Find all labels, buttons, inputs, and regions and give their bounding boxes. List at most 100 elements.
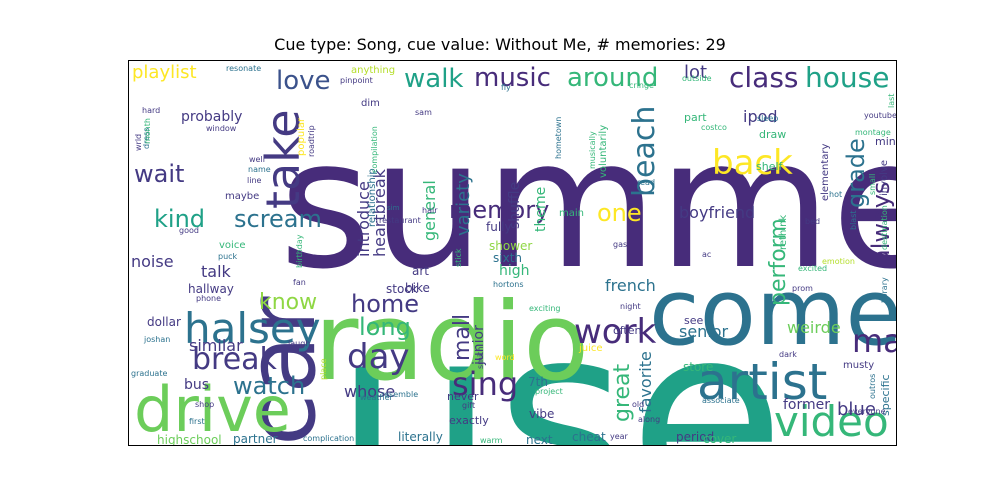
word-come: come: [649, 259, 896, 366]
word-word: word: [495, 353, 515, 362]
word-bike: bike: [405, 281, 430, 295]
word-work: work: [574, 312, 657, 352]
word-associate: associate: [702, 396, 740, 405]
word-sim: sim: [387, 204, 400, 212]
word-drive: drive: [134, 373, 291, 445]
word-youtube: youtube: [864, 111, 896, 120]
word-well: well: [249, 155, 265, 164]
word-hometown: hometown: [554, 117, 563, 159]
word-home: home: [351, 290, 419, 318]
word-dress: dress: [142, 128, 151, 149]
word-year: year: [610, 432, 629, 441]
word-period: period: [676, 430, 714, 444]
word-good: good: [179, 226, 199, 235]
word-name: name: [248, 165, 271, 174]
word-video: video: [774, 397, 889, 445]
word-make: make: [852, 322, 896, 360]
word-never: never: [447, 390, 479, 403]
word-roadtrip: roadtrip: [307, 125, 316, 157]
word-musically: musically: [588, 131, 597, 169]
word-similar: similar: [189, 336, 243, 355]
word-dim: dim: [361, 98, 380, 109]
word-break: break: [192, 342, 278, 377]
word-joshan: joshan: [143, 335, 170, 344]
word-french: french: [605, 276, 656, 295]
word-specific: specific: [879, 374, 892, 416]
word-weirde: weirde: [787, 318, 841, 337]
word-outside: outside: [682, 74, 712, 83]
word-senior: senior: [679, 322, 729, 341]
word-everyone: everyone: [848, 407, 886, 416]
word-rethink: rethink: [778, 215, 789, 250]
word-variety: variety: [453, 173, 474, 236]
word-musty: musty: [843, 360, 874, 371]
word-general: general: [420, 180, 439, 241]
word-lot: lot: [684, 62, 707, 83]
word-montage: montage: [855, 128, 891, 137]
word-see: see: [684, 314, 703, 327]
word-pinpoint: pinpoint: [340, 76, 373, 85]
word-elementary: elementary: [820, 144, 831, 201]
word-last: last: [887, 94, 896, 108]
word-restaurant: restaurant: [379, 216, 421, 225]
word-artist: artist: [697, 353, 827, 411]
word-dollar: dollar: [147, 315, 181, 329]
word-cover: cover: [703, 432, 736, 445]
word-hot: hot: [829, 190, 842, 199]
word-class: class: [729, 61, 799, 94]
word-probably: probably: [181, 109, 242, 125]
word-graduate: graduate: [131, 369, 167, 378]
word-introduce: introduce: [354, 181, 373, 257]
word-around: around: [567, 63, 658, 93]
word-maybe: maybe: [225, 191, 259, 202]
word-talk: talk: [201, 262, 232, 281]
word-summer: summer: [279, 101, 896, 308]
word-cloud-frame: summeruseradiocomecargodriveartisttakeha…: [128, 60, 897, 446]
word-sixth: sixth: [493, 251, 522, 265]
word-draw: draw: [759, 128, 786, 141]
word-walk: walk: [404, 64, 463, 94]
word-grade: grade: [842, 138, 870, 208]
word-stick: stick: [454, 248, 463, 267]
word-exactly: exactly: [449, 414, 489, 427]
word-long: long: [359, 313, 411, 341]
word-next: next: [526, 433, 553, 445]
word-literally: literally: [398, 430, 443, 444]
word-car: car: [227, 296, 337, 445]
word-bed: bed: [805, 217, 820, 226]
word-playlist: playlist: [132, 62, 197, 83]
word-art: art: [412, 264, 429, 278]
word-day: day: [347, 337, 410, 377]
word-scream: scream: [234, 205, 322, 233]
word-project: project: [535, 387, 563, 396]
word-partner: partner: [233, 432, 278, 445]
word-kind: kind: [154, 205, 205, 233]
word-hard: hard: [142, 106, 160, 115]
word-line: line: [247, 176, 262, 185]
word-outros: outros: [868, 374, 877, 399]
word-ipod: ipod: [743, 107, 778, 126]
word-radio: radio: [314, 280, 589, 405]
word-involve: involve: [879, 160, 890, 196]
word-blast: blast: [849, 210, 858, 230]
word-mall: mall: [450, 314, 475, 361]
word-halsey: halsey: [184, 304, 321, 353]
word-7th: 7th: [528, 375, 548, 389]
word-emotion: emotion: [822, 257, 855, 266]
word-often: often: [613, 324, 641, 337]
word-first: first: [189, 417, 205, 426]
word-memory: memory: [449, 196, 549, 224]
word-costco: costco: [701, 123, 727, 132]
word-night: night: [620, 302, 641, 311]
word-voluntarily: voluntarily: [598, 125, 609, 178]
word-high: high: [499, 263, 530, 279]
word-wrld: wrld: [134, 134, 143, 151]
word-heartbreak: heartbreak: [370, 168, 389, 257]
word-vibe: vibe: [529, 407, 554, 421]
word-sing: sing: [452, 365, 518, 403]
word-gas: gas: [613, 240, 627, 249]
word-theme: theme: [533, 187, 549, 232]
word-voice: voice: [219, 240, 245, 251]
word-laugh: laugh: [288, 339, 310, 348]
chart-title: Cue type: Song, cue value: Without Me, #…: [274, 35, 726, 54]
